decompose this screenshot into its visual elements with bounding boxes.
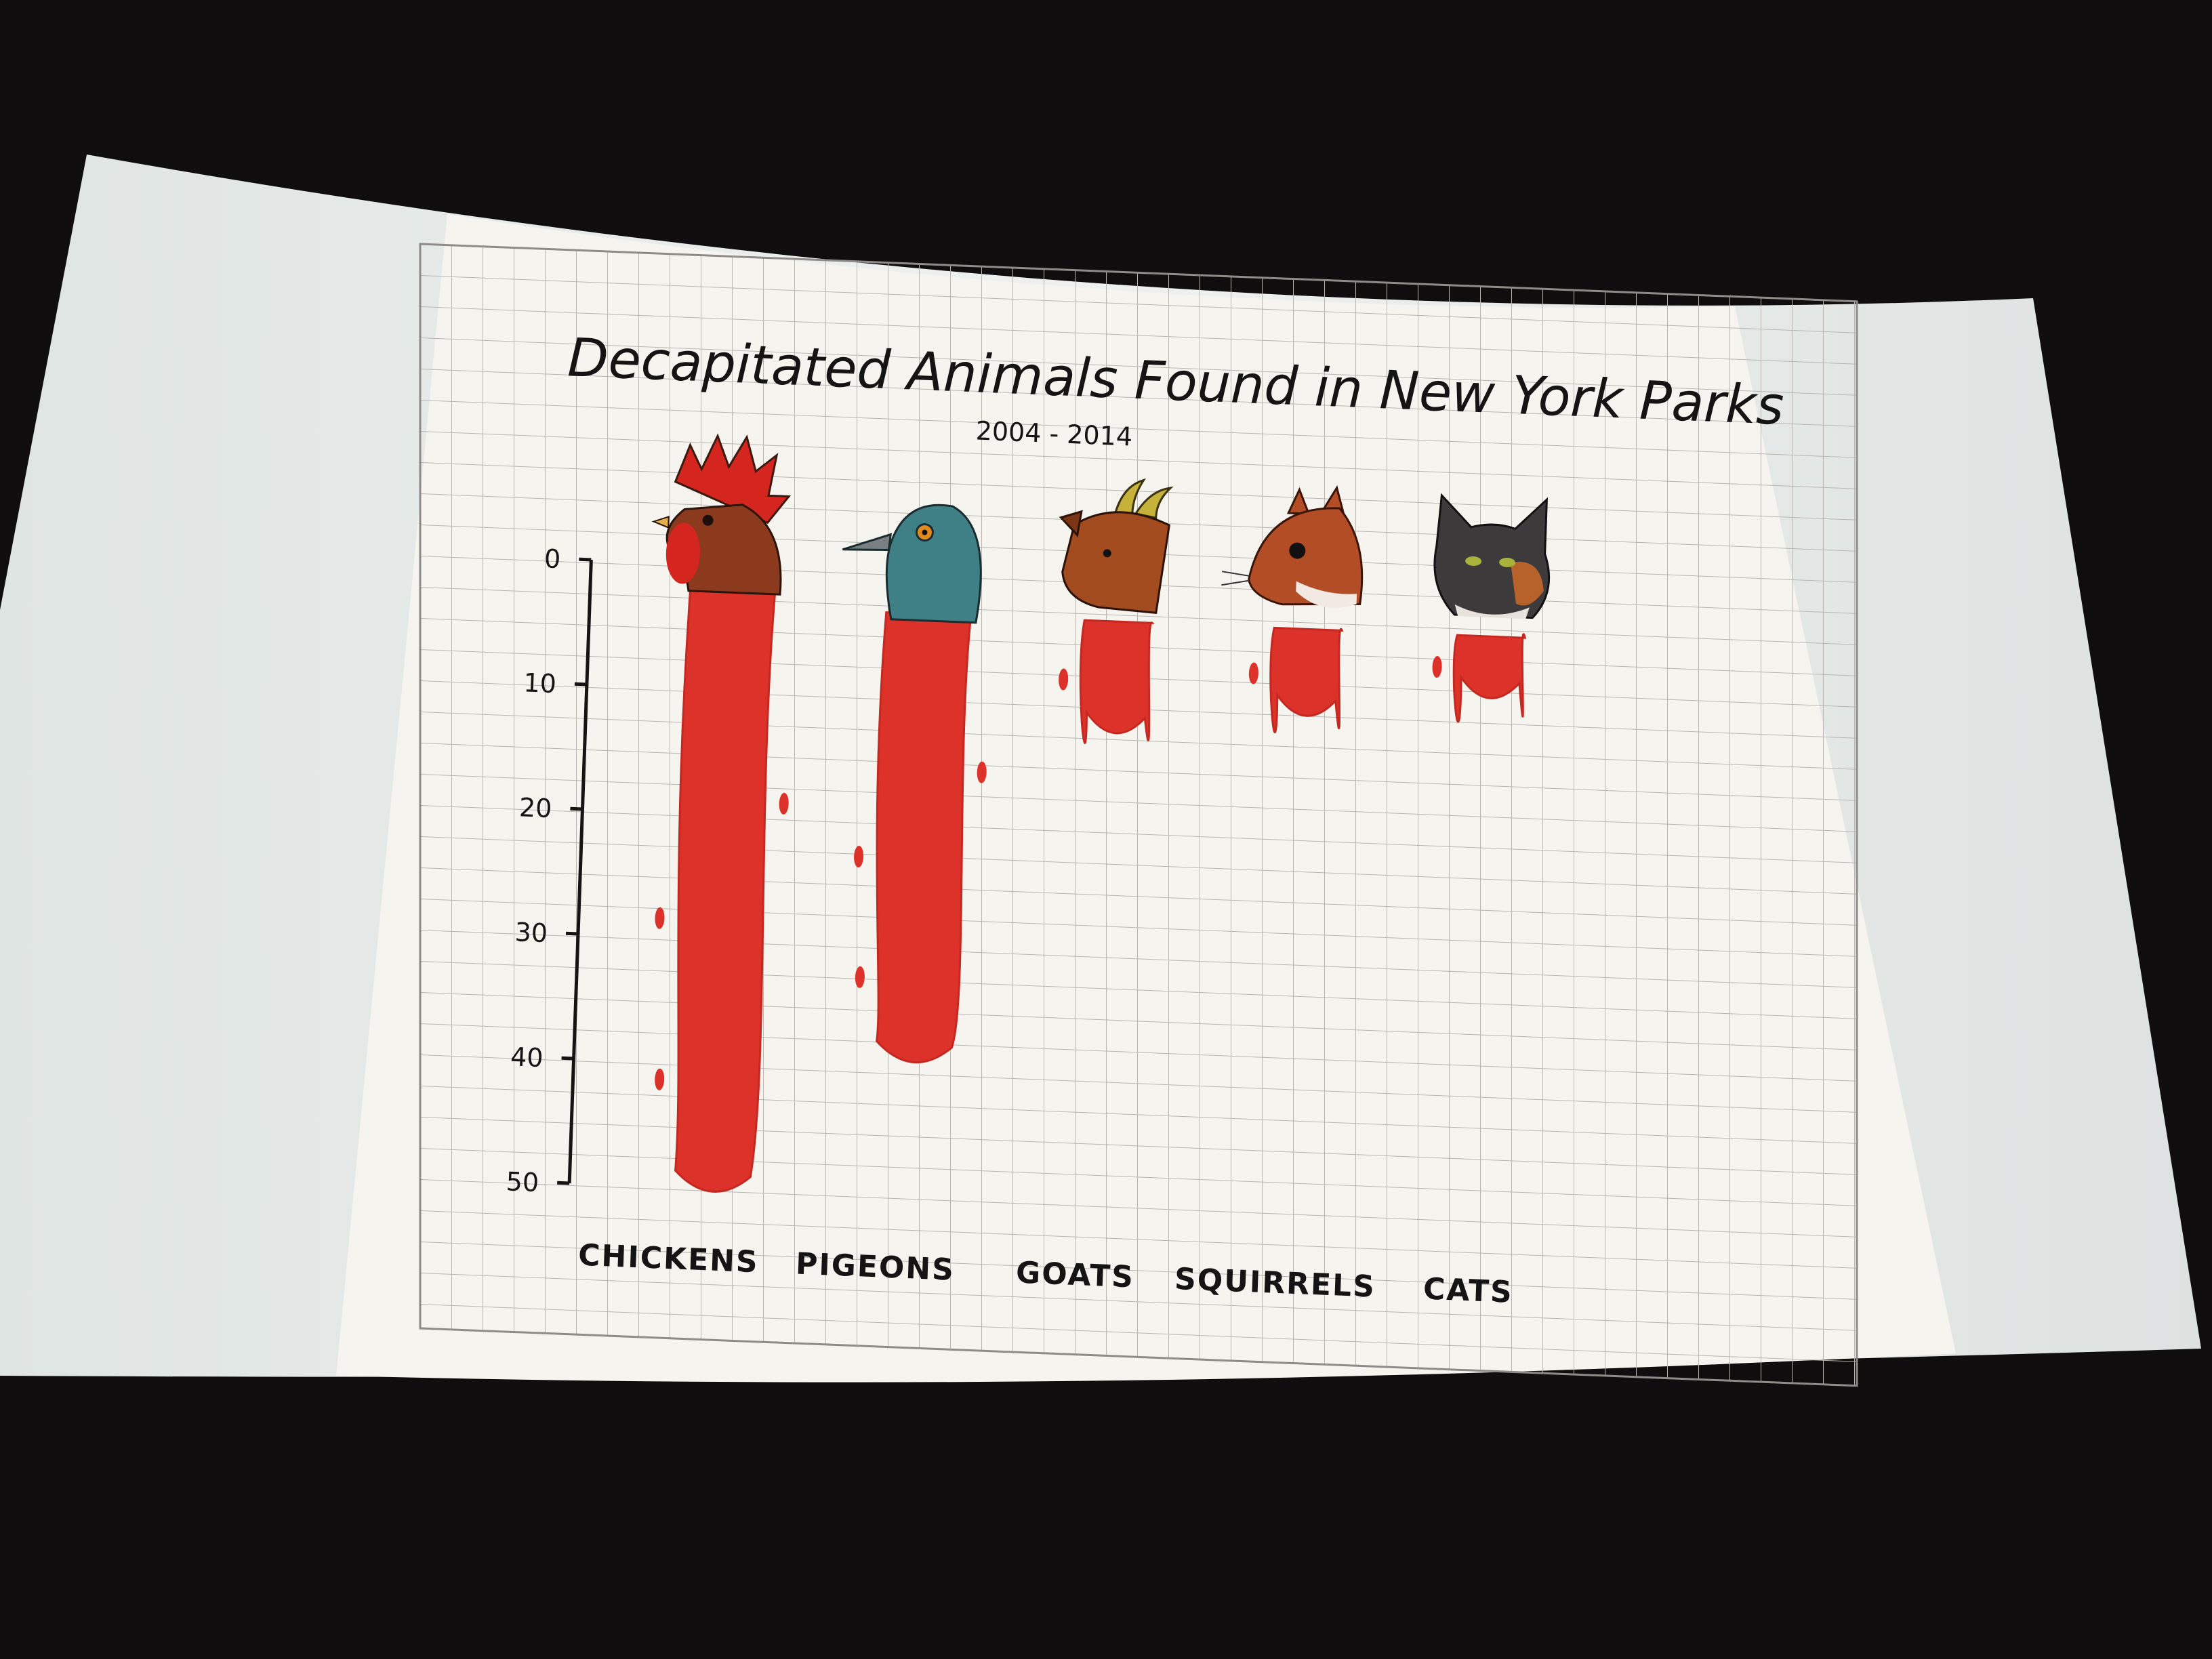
bar-cats xyxy=(1452,633,1527,723)
blood-drip xyxy=(855,966,865,988)
y-tick xyxy=(561,1056,574,1061)
y-tick-label: 30 xyxy=(514,917,548,948)
y-tick-label: 40 xyxy=(510,1042,544,1073)
bar-squirrels xyxy=(1269,626,1344,733)
blood-drip xyxy=(1248,662,1258,684)
blood-drip xyxy=(854,846,864,868)
y-tick-label: 0 xyxy=(544,544,561,574)
y-tick-label: 50 xyxy=(506,1166,539,1197)
blood-drip xyxy=(655,1068,665,1090)
squirrel-head-icon xyxy=(1221,485,1364,609)
bar-goats xyxy=(1079,619,1155,744)
y-tick-label: 20 xyxy=(518,792,552,823)
goat-head-icon xyxy=(1059,478,1174,615)
blood-drip xyxy=(1059,668,1069,691)
y-tick xyxy=(570,806,583,811)
x-axis-labels: CHICKENS PIGEONS GOATS SQUIRRELS CATS xyxy=(577,1238,1513,1310)
y-axis: 0 10 20 30 40 50 xyxy=(506,544,593,1197)
x-tick-label-cats: CATS xyxy=(1422,1272,1513,1310)
blood-drip xyxy=(655,907,665,929)
bar-pigeons xyxy=(876,611,972,1063)
x-tick-label-goats: GOATS xyxy=(1015,1256,1134,1295)
y-tick xyxy=(565,931,579,936)
animal-heads xyxy=(651,433,1551,624)
y-tick-label: 10 xyxy=(523,668,557,699)
x-tick-label-pigeons: PIGEONS xyxy=(795,1247,955,1288)
x-tick-label-squirrels: SQUIRRELS xyxy=(1174,1262,1376,1305)
blood-drip xyxy=(977,761,987,783)
cat-head-icon xyxy=(1433,493,1551,619)
y-tick xyxy=(579,557,592,562)
blood-drip xyxy=(1432,656,1442,678)
bars xyxy=(655,590,1527,1193)
y-axis-line xyxy=(567,559,593,1184)
bar-chickens xyxy=(674,590,777,1193)
chart-subtitle: 2004 - 2014 xyxy=(975,415,1133,451)
pigeon-head-icon xyxy=(842,504,982,624)
blood-drip xyxy=(779,792,789,815)
x-tick-label-chickens: CHICKENS xyxy=(577,1238,759,1280)
rooster-head-icon xyxy=(651,433,792,596)
